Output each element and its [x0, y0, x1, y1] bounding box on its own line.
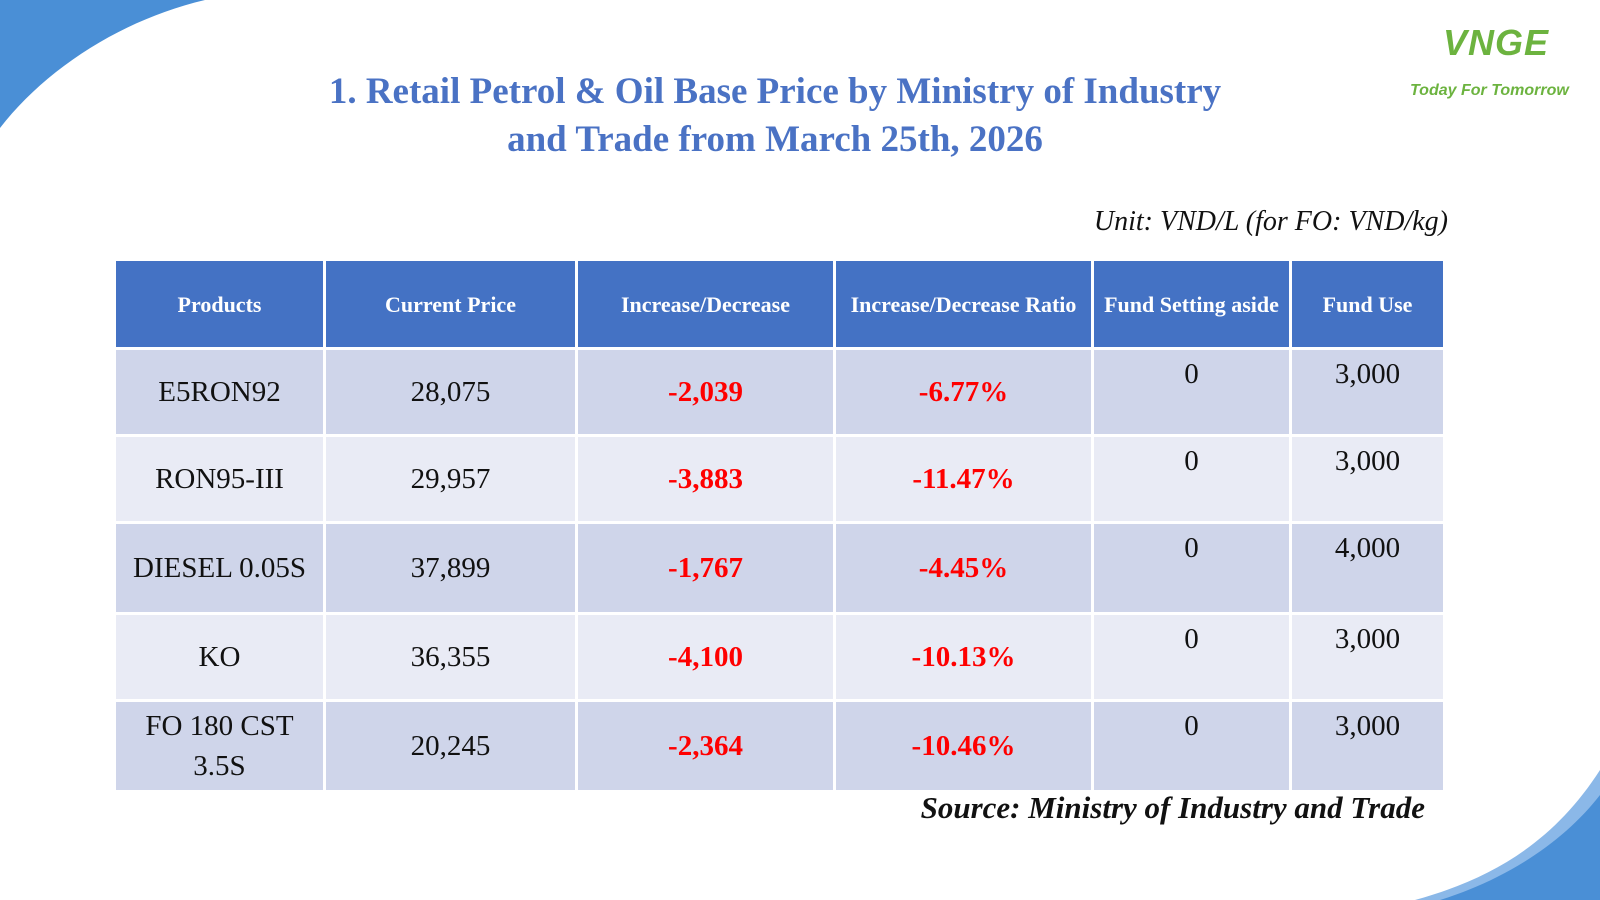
cell-change: -2,364 — [575, 699, 836, 793]
table-header-row: Products Current Price Increase/Decrease… — [113, 258, 1446, 350]
cell-fund-use: 3,000 — [1289, 434, 1446, 524]
header-current-price: Current Price — [323, 258, 578, 350]
table-row: RON95-III 29,957 -3,883 -11.47% 0 3,000 — [113, 434, 1446, 524]
cell-ratio: -10.46% — [833, 699, 1094, 793]
cell-product: E5RON92 — [113, 347, 326, 437]
header-products: Products — [113, 258, 326, 350]
cell-product: KO — [113, 612, 326, 702]
cell-current-price: 36,355 — [323, 612, 578, 702]
cell-fund-setting: 0 — [1091, 699, 1292, 793]
header-fund-setting-aside: Fund Setting aside — [1091, 258, 1292, 350]
cell-change: -3,883 — [575, 434, 836, 524]
header-increase-decrease-ratio: Increase/Decrease Ratio — [833, 258, 1094, 350]
cell-fund-setting: 0 — [1091, 347, 1292, 437]
page-title: 1. Retail Petrol & Oil Base Price by Min… — [200, 68, 1350, 164]
table-row: DIESEL 0.05S 37,899 -1,767 -4.45% 0 4,00… — [113, 521, 1446, 615]
cell-fund-use: 3,000 — [1289, 699, 1446, 793]
header-increase-decrease: Increase/Decrease — [575, 258, 836, 350]
header-fund-use: Fund Use — [1289, 258, 1446, 350]
cell-ratio: -11.47% — [833, 434, 1094, 524]
cell-fund-use: 3,000 — [1289, 347, 1446, 437]
cell-fund-use: 4,000 — [1289, 521, 1446, 615]
brand-logo: VNGE Today For Tomorrow — [1405, 22, 1585, 112]
unit-note: Unit: VND/L (for FO: VND/kg) — [1093, 206, 1448, 237]
cell-ratio: -10.13% — [833, 612, 1094, 702]
title-line-1: 1. Retail Petrol & Oil Base Price by Min… — [328, 71, 1222, 112]
cell-change: -1,767 — [575, 521, 836, 615]
cell-current-price: 37,899 — [323, 521, 578, 615]
logo-wordmark: VNGE — [1443, 22, 1550, 63]
price-table: Products Current Price Increase/Decrease… — [113, 258, 1446, 793]
cell-product: RON95-III — [113, 434, 326, 524]
title-line-2: and Trade from March 25th, 2026 — [507, 119, 1043, 160]
cell-change: -4,100 — [575, 612, 836, 702]
cell-ratio: -4.45% — [833, 521, 1094, 615]
cell-current-price: 20,245 — [323, 699, 578, 793]
source-note: Source: Ministry of Industry and Trade — [920, 790, 1425, 825]
logo-tagline: Today For Tomorrow — [1410, 82, 1569, 99]
cell-fund-setting: 0 — [1091, 434, 1292, 524]
table-row: E5RON92 28,075 -2,039 -6.77% 0 3,000 — [113, 347, 1446, 437]
cell-fund-use: 3,000 — [1289, 612, 1446, 702]
cell-change: -2,039 — [575, 347, 836, 437]
cell-product: DIESEL 0.05S — [113, 521, 326, 615]
table-row: KO 36,355 -4,100 -10.13% 0 3,000 — [113, 612, 1446, 702]
cell-fund-setting: 0 — [1091, 521, 1292, 615]
table-row: FO 180 CST 3.5S 20,245 -2,364 -10.46% 0 … — [113, 699, 1446, 793]
cell-current-price: 28,075 — [323, 347, 578, 437]
cell-current-price: 29,957 — [323, 434, 578, 524]
cell-product: FO 180 CST 3.5S — [113, 699, 326, 793]
cell-ratio: -6.77% — [833, 347, 1094, 437]
cell-fund-setting: 0 — [1091, 612, 1292, 702]
